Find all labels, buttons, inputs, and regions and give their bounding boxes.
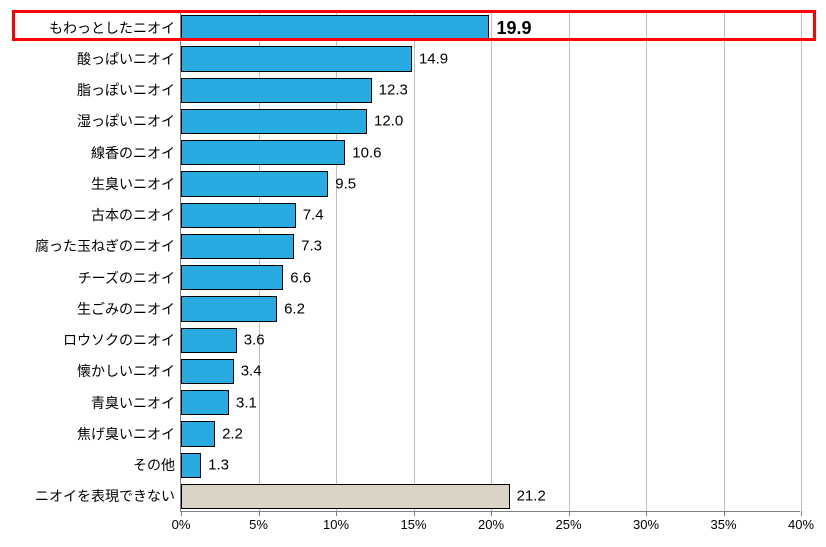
chart-row: 湿っぽいニオイ12.0 xyxy=(181,106,800,137)
category-label: その他 xyxy=(133,458,181,472)
chart-row: その他1.3 xyxy=(181,450,800,481)
chart-row: 生ごみのニオイ6.2 xyxy=(181,293,800,324)
category-label: 脂っぽいニオイ xyxy=(77,83,181,97)
xtick-label: 20% xyxy=(478,511,504,532)
value-label: 7.3 xyxy=(293,239,322,254)
category-label: チーズのニオイ xyxy=(78,271,181,285)
bar: 19.9 xyxy=(181,15,489,40)
bar: 21.2 xyxy=(181,484,510,509)
chart-row: ロウソクのニオイ3.6 xyxy=(181,325,800,356)
xtick-label: 15% xyxy=(400,511,426,532)
bar: 10.6 xyxy=(181,140,345,165)
bar: 9.5 xyxy=(181,171,328,196)
bar: 2.2 xyxy=(181,421,215,446)
value-label: 14.9 xyxy=(411,51,448,66)
value-label: 21.2 xyxy=(509,489,546,504)
bar: 3.6 xyxy=(181,328,237,353)
chart-row: 懐かしいニオイ3.4 xyxy=(181,356,800,387)
chart-row: 線香のニオイ10.6 xyxy=(181,137,800,168)
chart-row: 古本のニオイ7.4 xyxy=(181,200,800,231)
odor-chart: 0%5%10%15%20%25%30%35%40%もわっとしたニオイ19.9酸っ… xyxy=(0,0,826,547)
value-label: 6.2 xyxy=(276,301,305,316)
xtick-label: 40% xyxy=(788,511,814,532)
value-label: 3.6 xyxy=(236,333,265,348)
chart-row: 腐った玉ねぎのニオイ7.3 xyxy=(181,231,800,262)
plot-area: 0%5%10%15%20%25%30%35%40%もわっとしたニオイ19.9酸っ… xyxy=(180,12,800,512)
bar: 7.3 xyxy=(181,234,294,259)
chart-row: 生臭いニオイ9.5 xyxy=(181,168,800,199)
chart-row: ニオイを表現できない21.2 xyxy=(181,481,800,512)
bar: 6.2 xyxy=(181,296,277,321)
value-label: 9.5 xyxy=(327,176,356,191)
category-label: 青臭いニオイ xyxy=(91,396,181,410)
value-label: 6.6 xyxy=(282,270,311,285)
bar: 14.9 xyxy=(181,46,412,71)
bar: 7.4 xyxy=(181,203,296,228)
value-label: 12.0 xyxy=(366,114,403,129)
bar: 12.0 xyxy=(181,109,367,134)
value-label: 10.6 xyxy=(344,145,381,160)
xtick-label: 0% xyxy=(172,511,191,532)
category-label: 生臭いニオイ xyxy=(91,177,181,191)
gridline xyxy=(801,12,802,511)
chart-row: 酸っぱいニオイ14.9 xyxy=(181,43,800,74)
chart-row: もわっとしたニオイ19.9 xyxy=(181,12,800,43)
value-label: 3.4 xyxy=(233,364,262,379)
category-label: 湿っぽいニオイ xyxy=(77,114,181,128)
value-label: 7.4 xyxy=(295,208,324,223)
category-label: 線香のニオイ xyxy=(91,146,181,160)
category-label: ニオイを表現できない xyxy=(35,489,181,503)
chart-row: 脂っぽいニオイ12.3 xyxy=(181,75,800,106)
category-label: 古本のニオイ xyxy=(91,208,181,222)
xtick-label: 30% xyxy=(633,511,659,532)
chart-row: チーズのニオイ6.6 xyxy=(181,262,800,293)
category-label: 懐かしいニオイ xyxy=(77,364,181,378)
bar: 3.4 xyxy=(181,359,234,384)
value-label: 12.3 xyxy=(371,83,408,98)
xtick-label: 25% xyxy=(555,511,581,532)
chart-row: 青臭いニオイ3.1 xyxy=(181,387,800,418)
value-label: 3.1 xyxy=(228,395,257,410)
xtick-label: 10% xyxy=(323,511,349,532)
category-label: 酸っぱいニオイ xyxy=(77,52,181,66)
value-label: 2.2 xyxy=(214,426,243,441)
value-label: 1.3 xyxy=(200,458,229,473)
category-label: もわっとしたニオイ xyxy=(49,21,181,35)
category-label: 生ごみのニオイ xyxy=(77,302,181,316)
value-label: 19.9 xyxy=(488,19,531,37)
bar: 3.1 xyxy=(181,390,229,415)
category-label: ロウソクのニオイ xyxy=(63,333,181,347)
bar: 12.3 xyxy=(181,78,372,103)
xtick-label: 35% xyxy=(710,511,736,532)
category-label: 腐った玉ねぎのニオイ xyxy=(35,239,181,253)
bar: 6.6 xyxy=(181,265,283,290)
bar: 1.3 xyxy=(181,453,201,478)
category-label: 焦げ臭いニオイ xyxy=(77,427,181,441)
xtick-label: 5% xyxy=(249,511,268,532)
chart-row: 焦げ臭いニオイ2.2 xyxy=(181,418,800,449)
